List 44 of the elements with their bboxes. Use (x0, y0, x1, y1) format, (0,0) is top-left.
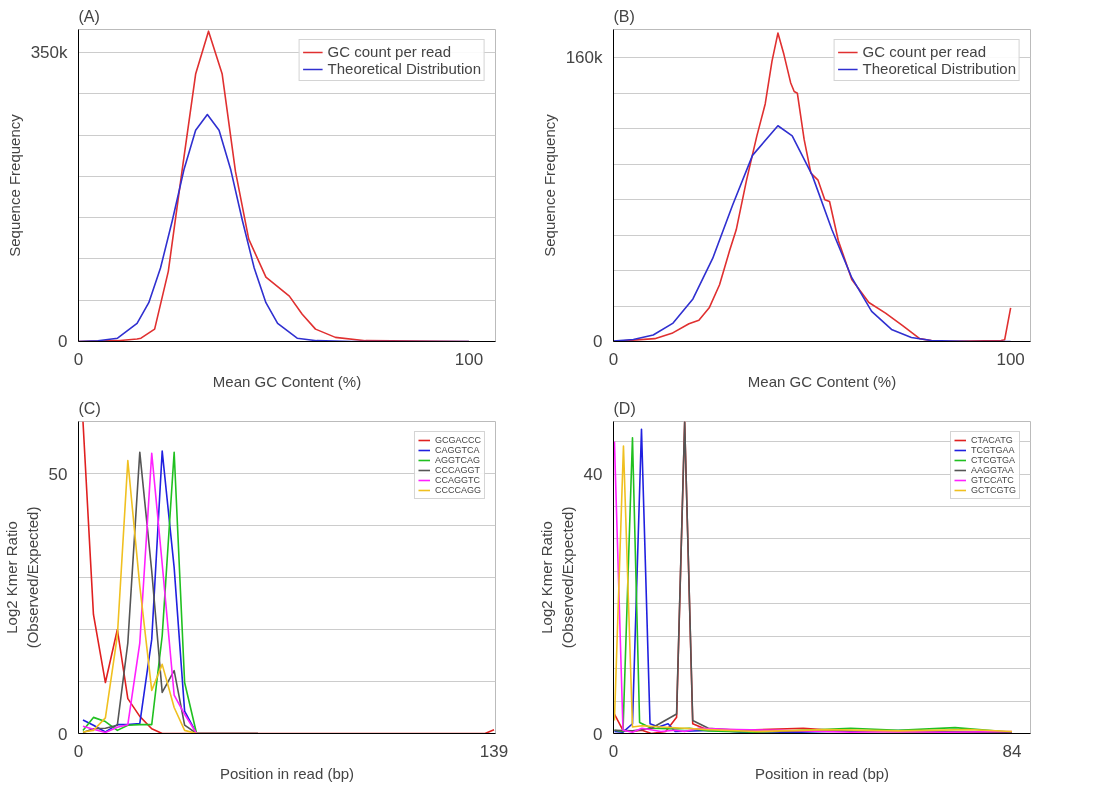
x-tick-label: 0 (73, 349, 84, 369)
y-tick-label: 40 (583, 465, 603, 485)
x-tick-label: 84 (1002, 741, 1022, 761)
y-tick-label: 50 (48, 464, 68, 484)
y-tick-label: 0 (58, 724, 68, 744)
legend-label: CAGGTCA (434, 445, 480, 455)
legend-label: TCGTGAA (971, 445, 1015, 455)
y-axis-title: Log2 Kmer Ratio (Observed/Expected) (3, 506, 41, 649)
y-tick-label: 0 (593, 724, 603, 744)
x-tick-label: 139 (479, 741, 509, 761)
legend-label: CCAGGTC (434, 475, 480, 485)
legend-label: GC count per read (862, 43, 986, 60)
x-axis-title: Position in read (bp) (754, 764, 890, 782)
x-axis-title: Position in read (bp) (219, 764, 355, 782)
legend-label: CTACATG (971, 435, 1013, 445)
y-tick-label: 160k (565, 48, 603, 68)
x-tick-label: 0 (608, 349, 619, 369)
legend-label: Theoretical Distribution (862, 60, 1016, 77)
legend-label: GCTCGTG (971, 485, 1016, 495)
legend-label: CCCCAGG (434, 485, 481, 495)
legend-label: GC count per read (327, 43, 451, 60)
x-tick-label: 100 (454, 349, 484, 369)
y-axis-title: Sequence Frequency (5, 113, 23, 257)
legend-label: GTCCATC (971, 475, 1014, 485)
legend-label: CTCGTGA (971, 455, 1015, 465)
chart-title: (C) (78, 399, 101, 417)
y-axis-title: Log2 Kmer Ratio (Observed/Expected) (538, 506, 576, 649)
legend-label: CCCAGGT (434, 465, 480, 475)
x-tick-label: 100 (996, 349, 1025, 369)
legend-label: GCGACCC (434, 435, 481, 445)
y-axis-title: Sequence Frequency (540, 113, 558, 257)
legend-label: AGGTCAG (434, 455, 480, 465)
y-tick-label: 350k (30, 43, 68, 63)
legend-label: AAGGTAA (971, 465, 1014, 475)
x-axis-title: Mean GC Content (%) (212, 372, 362, 390)
chart-title: (B) (613, 7, 635, 25)
chart-title: (D) (613, 399, 636, 417)
y-tick-label: 0 (593, 332, 603, 351)
y-tick-label: 0 (58, 332, 68, 351)
chart-title: (A) (78, 7, 100, 25)
x-axis-title: Mean GC Content (%) (747, 372, 897, 390)
legend-label: Theoretical Distribution (327, 60, 481, 77)
x-tick-label: 0 (73, 741, 84, 761)
x-tick-label: 0 (608, 741, 619, 761)
